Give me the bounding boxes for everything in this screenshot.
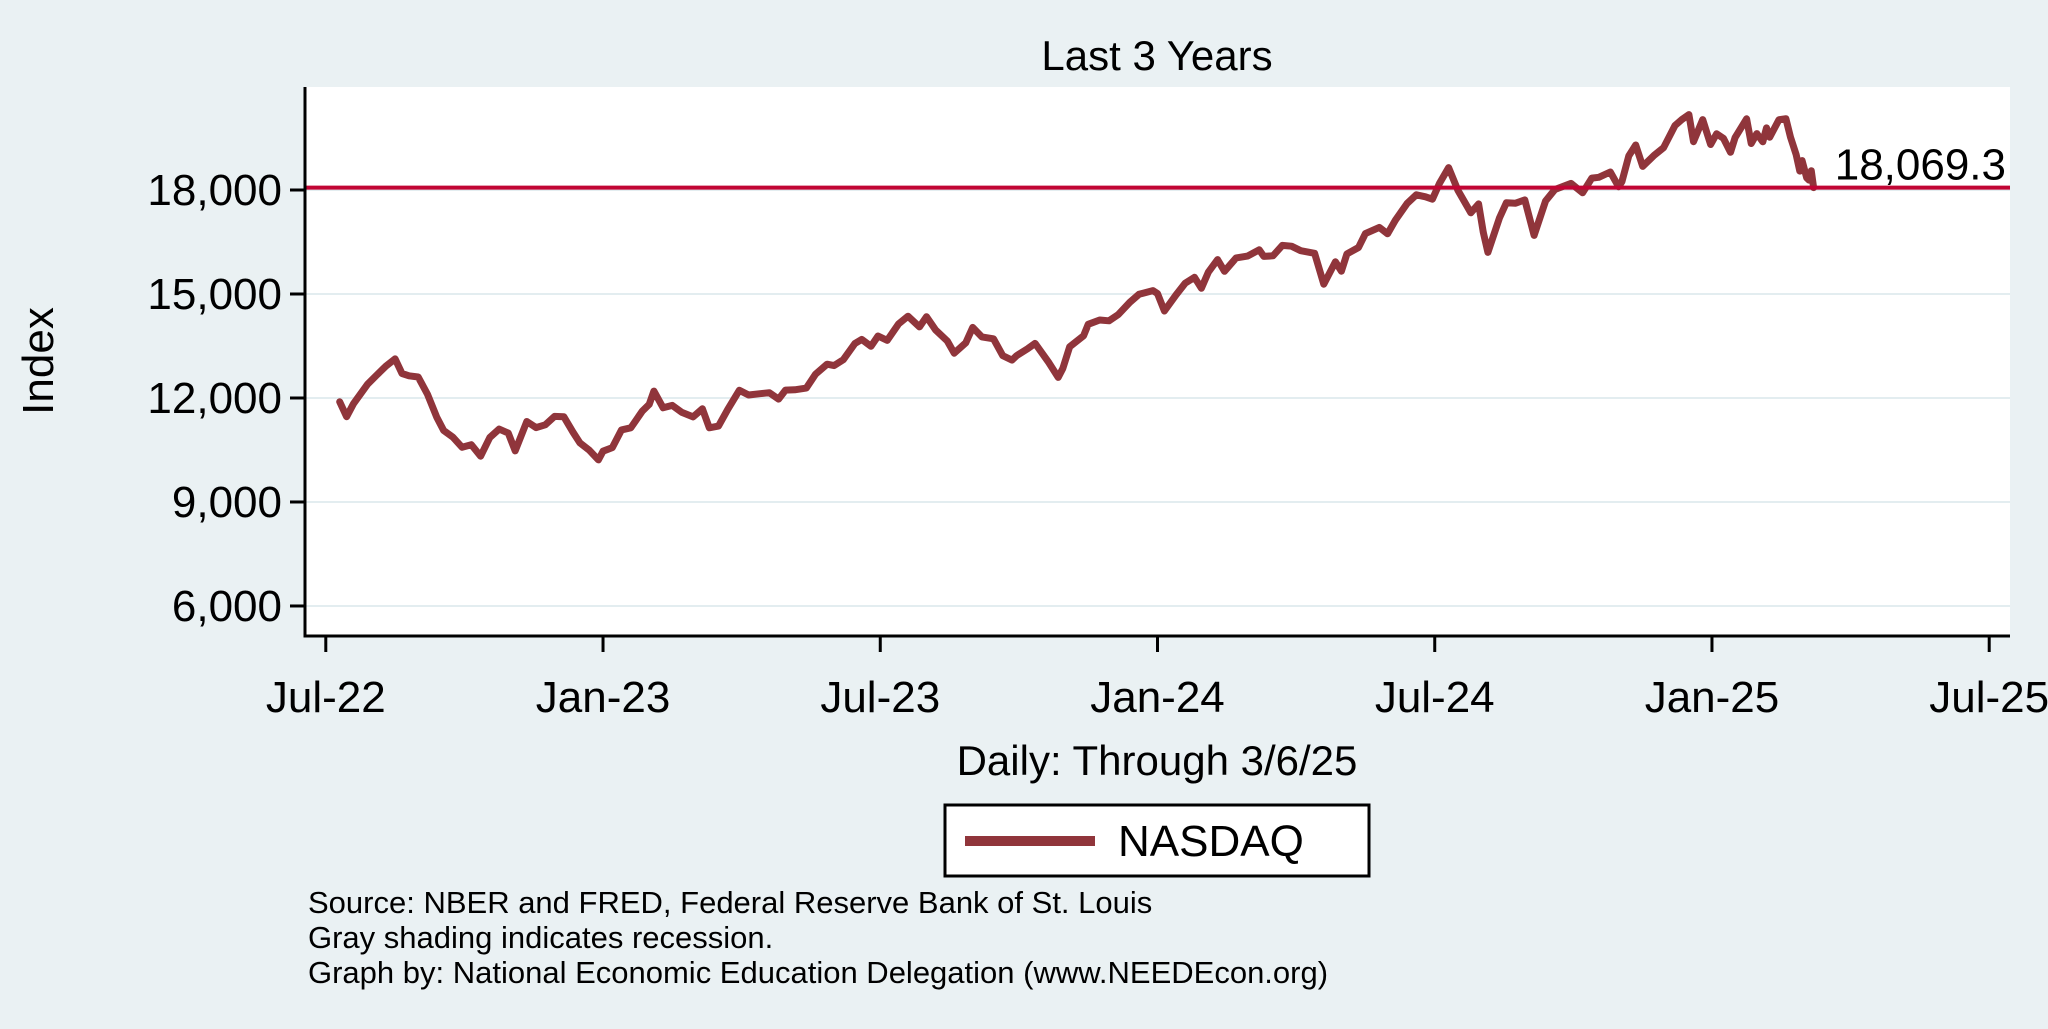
x-tick-label: Jul-25 (1929, 673, 2048, 722)
x-tick-label: Jul-24 (1375, 673, 1495, 722)
legend-entry-nasdaq: NASDAQ (1118, 817, 1304, 866)
y-axis-title: Index (14, 307, 63, 415)
reference-value-label: 18,069.3 (1835, 141, 2006, 190)
y-axis-ticks: 6,000 9,000 12,000 15,000 18,000 (147, 166, 305, 631)
note-source: Source: NBER and FRED, Federal Reserve B… (308, 885, 1152, 920)
nasdaq-series-line (336, 111, 1818, 464)
y-tick-label: 6,000 (172, 582, 282, 631)
legend: NASDAQ (943, 803, 1371, 878)
note-graph-by: Graph by: National Economic Education De… (308, 955, 1328, 990)
chart-subtitle: Daily: Through 3/6/25 (957, 737, 1358, 784)
y-tick-label: 18,000 (147, 166, 282, 215)
x-tick-label: Jul-22 (266, 673, 386, 722)
y-tick-label: 12,000 (147, 374, 282, 423)
y-tick-label: 9,000 (172, 478, 282, 527)
note-recession: Gray shading indicates recession. (308, 920, 773, 955)
x-tick-label: Jan-23 (536, 673, 671, 722)
chart-notes: Source: NBER and FRED, Federal Reserve B… (308, 885, 1328, 990)
x-tick-label: Jul-23 (820, 673, 940, 722)
plot-area (305, 87, 2010, 636)
chart-title: Last 3 Years (1041, 32, 1272, 79)
x-axis-ticks: Jul-22 Jan-23 Jul-23 Jan-24 Jul-24 Jan-25 Jul-… (266, 636, 2048, 722)
x-tick-label: Jan-25 (1645, 673, 1780, 722)
x-tick-label: Jan-24 (1090, 673, 1225, 722)
y-tick-label: 15,000 (147, 270, 282, 319)
gridlines (305, 188, 2010, 607)
